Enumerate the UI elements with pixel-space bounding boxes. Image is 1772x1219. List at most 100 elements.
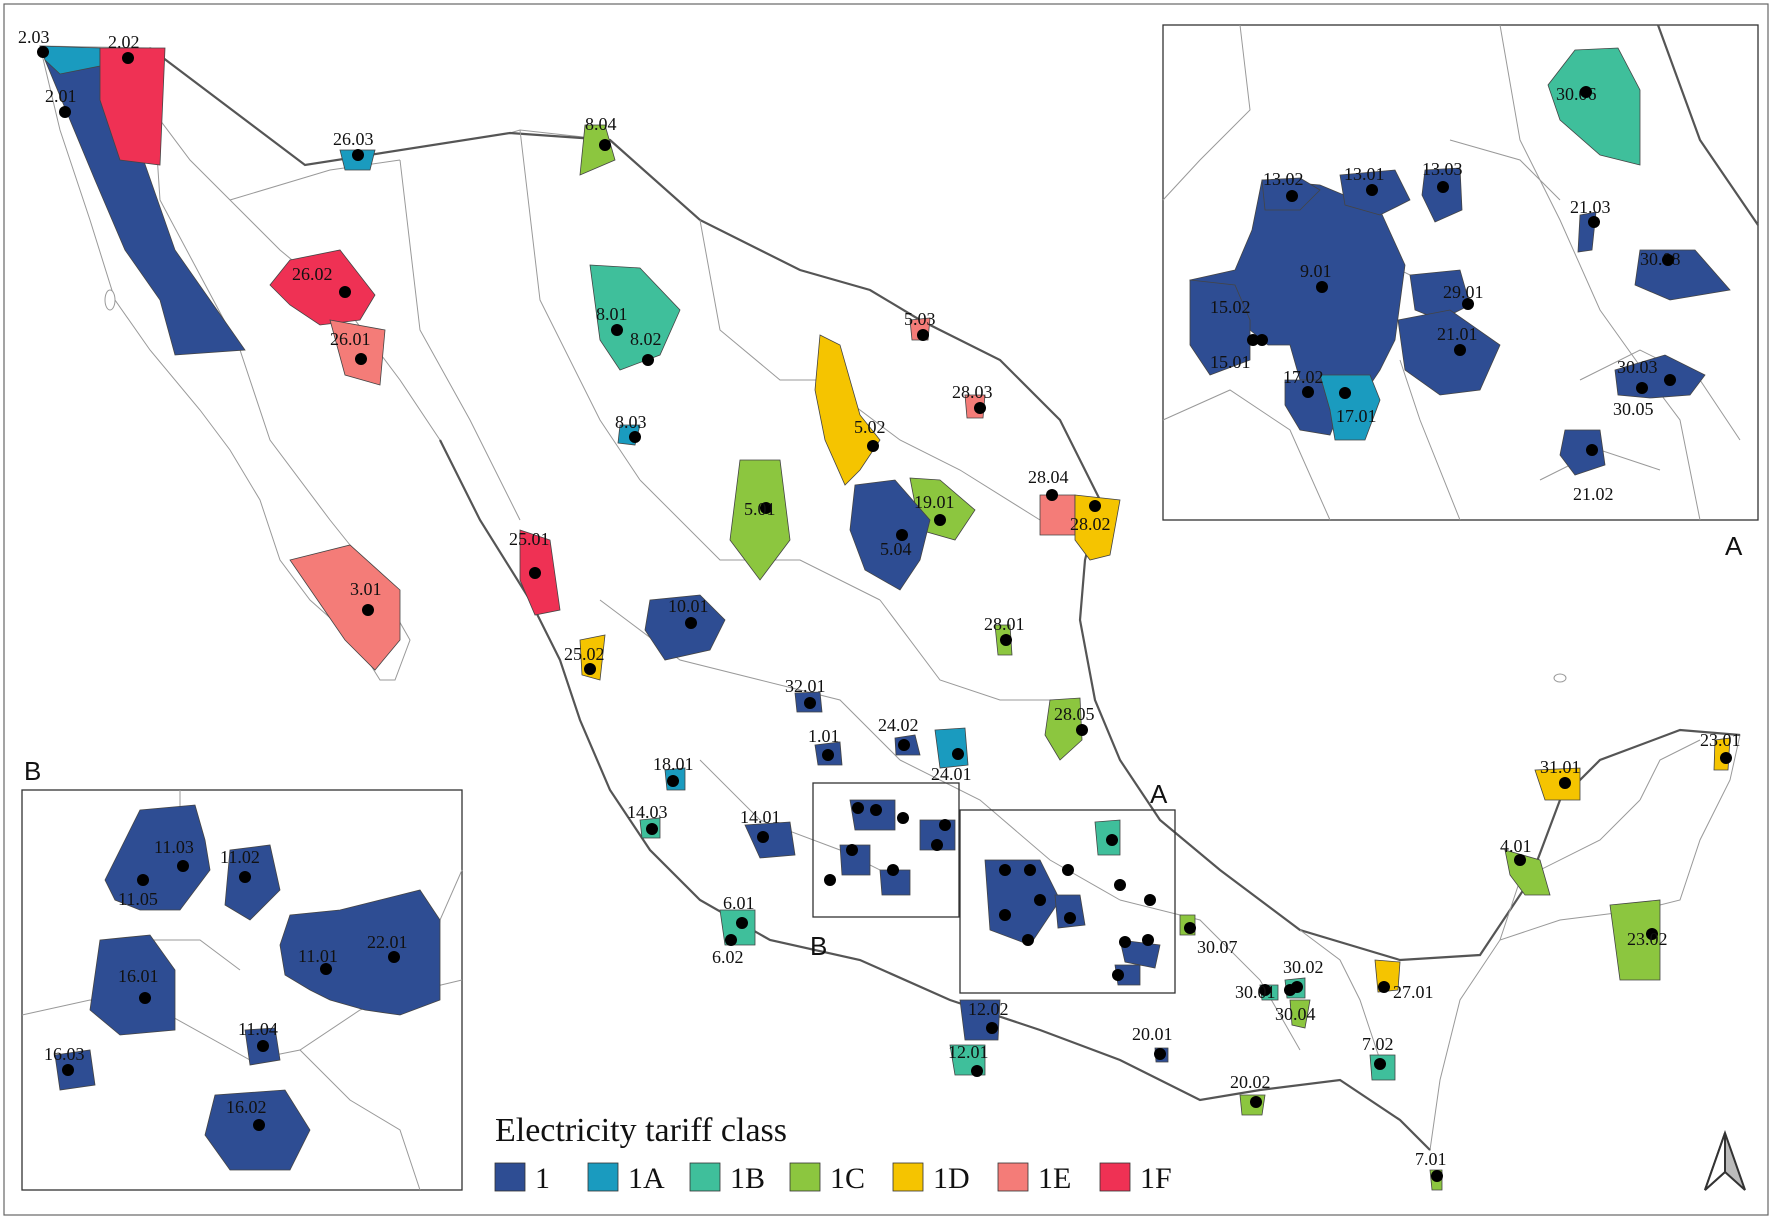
legend-swatch-1b	[689, 1162, 721, 1192]
legend-swatch-1	[494, 1162, 526, 1192]
inset-b-letter: B	[24, 756, 41, 786]
main-dot-2-02	[122, 52, 134, 64]
main-dot-20-02	[1250, 1096, 1262, 1108]
inset-a-dot-30-05	[1636, 382, 1648, 394]
main-dot-4-01	[1514, 854, 1526, 866]
main-dot-28-02	[1089, 500, 1101, 512]
inset-a-label-13-02: 13.02	[1263, 169, 1304, 189]
inset-a-dot-17-01	[1339, 387, 1351, 399]
inset-b-dot-11-05	[137, 874, 149, 886]
main-dot-26-02	[339, 286, 351, 298]
main-dot-5-04	[896, 529, 908, 541]
box-dot-10	[1144, 894, 1156, 906]
inset-b-label-16-01: 16.01	[118, 966, 159, 986]
inset-a	[1162, 24, 1759, 521]
inset-b-dot-11-04	[257, 1040, 269, 1052]
main-label-25-02: 25.02	[564, 644, 605, 664]
main-dot-14-01	[757, 831, 769, 843]
inset-a-label-21-02: 21.02	[1573, 484, 1614, 504]
inset-a-outline	[959, 809, 1176, 994]
main-label-24-02: 24.02	[878, 715, 919, 735]
main-dot-2-01	[59, 106, 71, 118]
inset-a-dot-13-01	[1366, 184, 1378, 196]
main-dot-23-01	[1720, 752, 1732, 764]
inset-a-dot-29-01	[1462, 298, 1474, 310]
legend-label-1a: 1A	[628, 1162, 665, 1195]
main-label-10-01: 10.01	[668, 596, 709, 616]
inset-b-dot-11-02	[239, 871, 251, 883]
main-label-6-01: 6.01	[723, 893, 755, 913]
main-dot-30-01	[1259, 984, 1271, 996]
main-label-19-01: 19.01	[914, 492, 955, 512]
inset-a-label-30-05: 30.05	[1613, 399, 1654, 419]
main-dot-24-02	[898, 739, 910, 751]
main-label-2-03: 2.03	[18, 27, 50, 47]
state-borders	[229, 129, 1701, 1061]
island	[104, 289, 116, 311]
legend-swatch-1a	[587, 1162, 619, 1192]
inset-a-label-21-03: 21.03	[1570, 197, 1611, 217]
main-dot-28-05	[1076, 724, 1088, 736]
main-dot-5-03	[917, 329, 929, 341]
main-dot-8-02	[642, 354, 654, 366]
main-label-28-04: 28.04	[1028, 467, 1069, 487]
main-dot-6-01	[736, 917, 748, 929]
main-dot-10-01	[685, 617, 697, 629]
inset-a-dot-21-01	[1454, 344, 1466, 356]
main-label-26-01: 26.01	[330, 329, 371, 349]
inset-a-dot-15-02	[1247, 334, 1259, 346]
main-dot-14-03	[646, 823, 658, 835]
box-dot-14	[999, 864, 1011, 876]
main-label-4-01: 4.01	[1500, 836, 1532, 856]
main-label-26-02: 26.02	[292, 264, 333, 284]
inset-a-dot-17-02	[1302, 386, 1314, 398]
box-dot-16	[1062, 864, 1074, 876]
main-dot-2-03	[37, 46, 49, 58]
inset-a-label-30-08: 30.08	[1640, 249, 1681, 269]
main-label-24-01: 24.01	[931, 764, 972, 784]
main-label-23-01: 23.01	[1700, 730, 1741, 750]
box-dot-6	[887, 864, 899, 876]
main-label-6-02: 6.02	[712, 947, 744, 967]
main-dot-30-04	[1284, 984, 1296, 996]
main-dot-30-07	[1184, 922, 1196, 934]
inset-b-label-11-01: 11.01	[298, 946, 338, 966]
legend-label-1: 1	[535, 1162, 550, 1195]
main-dot-7-01	[1431, 1170, 1443, 1182]
inset-b-label-16-02: 16.02	[226, 1097, 267, 1117]
main-dot-3-01	[362, 604, 374, 616]
main-label-31-01: 31.01	[1540, 757, 1581, 777]
tariff-regions	[39, 45, 1731, 1191]
inset-a-dot-30-03	[1664, 374, 1676, 386]
legend-swatch-1f	[1099, 1162, 1131, 1192]
main-dot-26-03	[352, 149, 364, 161]
inset-a-dot-9-01	[1316, 281, 1328, 293]
main-label-18-01: 18.01	[653, 754, 694, 774]
box-dot-13	[1112, 969, 1124, 981]
main-dot-25-01	[529, 567, 541, 579]
main-label-8-04: 8.04	[585, 114, 617, 134]
main-label-5-01: 5.01	[744, 499, 776, 519]
inset-a-letter: A	[1725, 531, 1743, 561]
inset-a-label-21-01: 21.01	[1437, 324, 1478, 344]
main-label-8-03: 8.03	[615, 412, 647, 432]
inset-b-marker-label: B	[810, 931, 827, 961]
main-dot-23-02	[1646, 928, 1658, 940]
inset-b-labels: 11.03 11.02 11.05 11.01 22.01 16.01 11.04 16.03…	[44, 837, 408, 1131]
inset-b-outline	[812, 782, 960, 918]
main-label-25-01: 25.01	[509, 529, 550, 549]
north-arrow-icon	[1704, 1129, 1746, 1191]
box-dot-18	[1034, 894, 1046, 906]
legend-label-1b: 1B	[730, 1162, 765, 1195]
legend-label-1c: 1C	[830, 1162, 865, 1195]
main-label-8-02: 8.02	[630, 329, 662, 349]
inset-a-dot-13-03	[1437, 181, 1449, 193]
inset-a-dot-30-06	[1580, 86, 1592, 98]
inset-a-label-15-01: 15.01	[1210, 352, 1251, 372]
main-dot-12-02	[986, 1022, 998, 1034]
main-label-26-03: 26.03	[333, 129, 374, 149]
box-dot-8	[1106, 834, 1118, 846]
box-dot-1	[870, 804, 882, 816]
box-dot-3	[939, 819, 951, 831]
